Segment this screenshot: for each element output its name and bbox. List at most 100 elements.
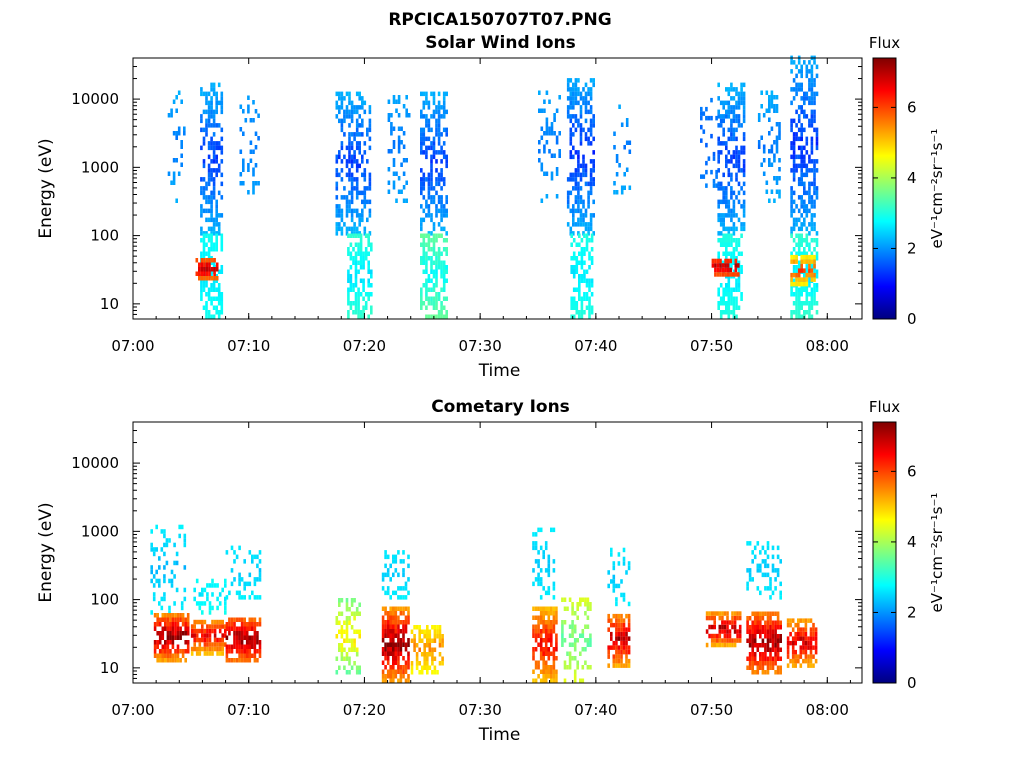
data-cell: [797, 268, 801, 273]
data-cell: [218, 637, 222, 643]
data-cell: [158, 583, 161, 588]
data-cell: [547, 554, 551, 560]
data-cell: [363, 150, 367, 155]
data-cell: [800, 222, 803, 227]
data-cell: [397, 135, 401, 140]
data-cell: [362, 310, 365, 315]
data-cell: [207, 181, 211, 187]
data-cell: [627, 636, 631, 641]
data-cell: [586, 615, 590, 620]
data-cell: [592, 82, 595, 88]
data-cell: [800, 226, 803, 232]
data-cell: [792, 278, 796, 283]
data-cell: [766, 554, 770, 560]
data-cell: [730, 159, 733, 164]
data-cell: [815, 145, 819, 151]
data-cell: [589, 665, 592, 670]
data-cell: [367, 265, 370, 270]
data-cell: [161, 626, 165, 631]
data-cell: [427, 177, 431, 182]
data-cell: [392, 624, 395, 629]
data-cell: [584, 638, 587, 643]
data-cell: [161, 631, 165, 636]
data-cell: [198, 605, 202, 611]
data-cell: [735, 172, 738, 178]
data-cell: [433, 638, 437, 643]
data-cell: [775, 144, 779, 149]
data-cell: [213, 642, 217, 647]
data-cell: [361, 123, 364, 128]
data-cell: [420, 233, 423, 238]
data-cell: [770, 99, 774, 104]
data-cell: [248, 644, 252, 649]
data-cell: [790, 226, 793, 232]
data-cell: [168, 578, 171, 584]
data-cell: [809, 649, 813, 655]
data-cell: [615, 645, 618, 650]
data-cell: [179, 617, 182, 622]
data-cell: [569, 177, 573, 182]
data-cell: [756, 625, 760, 630]
data-cell: [800, 109, 803, 115]
data-cell: [761, 665, 765, 670]
data-cell: [790, 292, 793, 297]
data-cell: [166, 635, 170, 640]
data-cell: [537, 606, 540, 611]
data-cell: [404, 678, 408, 683]
data-cell: [205, 208, 208, 214]
data-cell: [440, 213, 443, 218]
data-cell: [392, 158, 396, 163]
data-cell: [778, 135, 781, 140]
data-cell: [407, 665, 410, 670]
data-cell: [617, 613, 621, 619]
data-cell: [799, 636, 803, 641]
data-cell: [353, 661, 356, 666]
data-cell: [200, 186, 203, 191]
data-cell: [766, 572, 770, 578]
data-cell: [809, 654, 813, 659]
data-cell: [542, 615, 545, 620]
data-cell: [420, 186, 423, 191]
data-cell: [539, 629, 543, 634]
data-cell: [437, 310, 441, 315]
data-cell: [537, 665, 540, 670]
data-cell: [584, 96, 588, 101]
data-cell: [258, 622, 262, 627]
data-cell: [420, 177, 423, 182]
data-cell: [779, 638, 782, 643]
data-cell: [797, 118, 801, 124]
data-cell: [759, 656, 762, 661]
data-cell: [799, 649, 803, 655]
data-cell: [617, 645, 621, 650]
data-cell: [348, 136, 351, 142]
data-cell: [569, 226, 573, 232]
data-cell: [431, 652, 434, 657]
data-cell: [420, 141, 423, 146]
data-cell: [432, 186, 436, 191]
data-cell: [364, 292, 368, 297]
data-cell: [368, 199, 372, 205]
data-cell: [361, 105, 364, 110]
data-cell: [205, 186, 208, 191]
data-cell: [404, 615, 408, 620]
data-cell: [803, 154, 806, 160]
data-cell: [577, 199, 580, 205]
data-cell: [717, 217, 720, 223]
data-cell: [588, 314, 591, 319]
data-cell: [423, 652, 426, 657]
data-cell: [803, 91, 806, 97]
data-cell: [152, 551, 156, 557]
data-cell: [340, 105, 344, 110]
data-cell: [730, 301, 733, 306]
data-cell: [392, 171, 396, 176]
data-cell: [740, 204, 743, 209]
data-cell: [810, 82, 814, 88]
data-cell: [771, 629, 775, 634]
data-cell: [184, 658, 187, 663]
data-cell: [768, 104, 771, 109]
data-cell: [539, 595, 543, 600]
data-cell: [740, 91, 743, 97]
data-cell: [430, 256, 433, 261]
data-cell: [392, 572, 395, 578]
data-cell: [732, 226, 736, 232]
